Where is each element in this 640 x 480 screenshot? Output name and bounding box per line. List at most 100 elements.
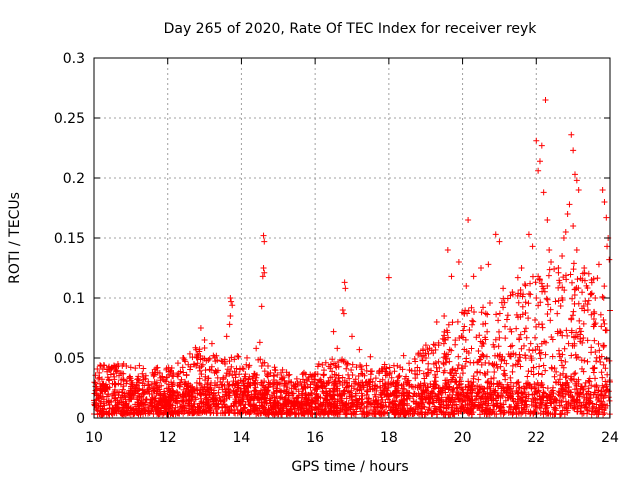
data-point — [570, 308, 577, 315]
data-point — [570, 147, 577, 154]
data-point — [573, 396, 580, 403]
data-point — [356, 395, 363, 402]
data-point — [353, 401, 360, 408]
data-point — [183, 371, 190, 378]
data-point — [148, 390, 155, 397]
data-point — [313, 390, 320, 397]
data-point — [600, 395, 607, 402]
data-point — [433, 411, 440, 418]
data-point — [326, 387, 333, 394]
data-point — [235, 385, 242, 392]
data-point — [514, 396, 521, 403]
data-point — [131, 410, 138, 417]
data-point — [330, 360, 337, 367]
data-point — [304, 396, 311, 403]
data-point — [555, 347, 562, 354]
data-point — [169, 410, 176, 417]
data-point — [580, 320, 587, 327]
data-point — [509, 342, 516, 349]
data-point — [538, 340, 545, 347]
data-point — [526, 346, 533, 353]
data-point — [484, 405, 491, 412]
data-point — [91, 390, 98, 397]
data-point — [244, 389, 251, 396]
data-point — [499, 383, 506, 390]
data-point — [599, 187, 606, 193]
data-point — [320, 411, 327, 418]
data-point — [180, 369, 187, 376]
data-point — [556, 353, 563, 360]
data-point — [344, 361, 351, 368]
data-point — [522, 309, 529, 316]
data-point — [536, 393, 543, 400]
data-point — [396, 373, 403, 380]
data-point — [585, 397, 592, 404]
data-point — [237, 410, 244, 417]
data-point — [485, 396, 492, 403]
data-point — [409, 411, 416, 418]
data-point — [377, 411, 384, 418]
data-point — [530, 364, 537, 371]
data-point — [418, 399, 425, 406]
data-point — [506, 385, 513, 392]
data-points — [91, 97, 613, 418]
data-point — [588, 349, 595, 356]
data-point — [523, 393, 530, 400]
data-point — [138, 400, 145, 407]
data-point — [356, 387, 363, 394]
data-point — [584, 407, 591, 414]
data-point — [157, 407, 164, 414]
data-point — [559, 295, 566, 302]
data-point — [315, 384, 322, 391]
data-point — [566, 201, 573, 208]
data-point — [346, 393, 353, 400]
data-point — [149, 369, 156, 376]
data-point — [446, 383, 453, 390]
data-point — [420, 352, 427, 359]
data-point — [333, 409, 340, 416]
data-point — [379, 367, 386, 374]
data-point — [319, 382, 326, 389]
data-point — [358, 408, 365, 415]
data-point — [565, 384, 572, 391]
data-point — [537, 355, 544, 362]
data-point — [246, 401, 253, 408]
data-point — [211, 400, 218, 407]
data-point — [320, 379, 327, 386]
data-point — [180, 404, 187, 411]
data-point — [115, 400, 122, 407]
data-point — [277, 405, 284, 412]
data-point — [180, 391, 187, 398]
data-point — [97, 386, 104, 393]
data-point — [503, 360, 510, 367]
data-point — [448, 273, 455, 280]
data-point — [598, 323, 605, 330]
data-point — [156, 369, 163, 376]
data-point — [275, 409, 282, 416]
data-point — [584, 307, 591, 313]
data-point — [395, 381, 402, 388]
data-point — [300, 370, 307, 377]
data-point — [371, 385, 378, 392]
data-point — [541, 288, 548, 295]
data-point — [534, 404, 541, 411]
data-point — [197, 367, 204, 374]
data-point — [201, 383, 208, 390]
data-point — [380, 410, 387, 417]
data-point — [339, 374, 346, 381]
data-point — [139, 370, 146, 377]
data-point — [136, 395, 143, 402]
data-point — [251, 405, 258, 412]
data-point — [92, 383, 99, 390]
data-point — [120, 376, 127, 383]
data-point — [135, 390, 142, 397]
data-point — [537, 299, 544, 306]
data-point — [170, 389, 177, 396]
data-point — [206, 404, 213, 411]
data-point — [332, 398, 339, 405]
data-point — [562, 374, 569, 381]
data-point — [454, 318, 461, 325]
data-point — [97, 362, 104, 369]
data-point — [448, 347, 455, 354]
data-point — [444, 247, 451, 253]
